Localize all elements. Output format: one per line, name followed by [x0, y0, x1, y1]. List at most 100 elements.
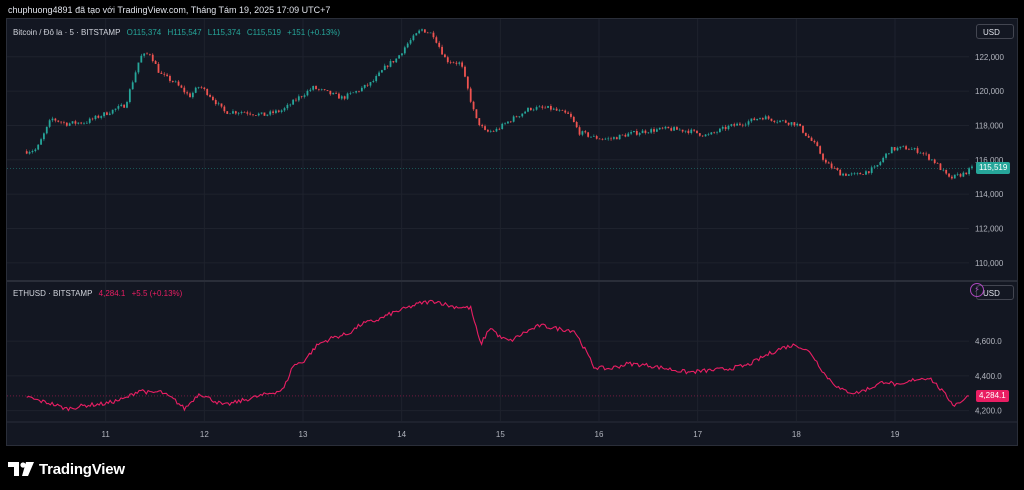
candle-body — [131, 82, 134, 90]
candle-body — [289, 104, 292, 106]
candle-body — [942, 169, 945, 171]
candle-body — [272, 111, 274, 113]
candle-body — [618, 134, 621, 140]
candle-body — [203, 87, 206, 90]
btc-change: +151 (+0.13%) — [287, 28, 341, 37]
candle-body — [226, 111, 229, 114]
candle-body — [464, 66, 466, 77]
candle-body — [114, 108, 117, 110]
candle-body — [189, 93, 191, 98]
eth-change: +5.5 (+0.13%) — [131, 289, 183, 298]
candle-body — [306, 90, 309, 96]
candle-body — [134, 72, 137, 83]
candle-body — [128, 89, 131, 103]
candle-body — [541, 106, 544, 108]
y-tick-label: 116,000 — [975, 156, 1004, 165]
candle-body — [507, 121, 509, 124]
candle-body — [968, 168, 970, 175]
candle-body — [372, 81, 375, 83]
btc-close: C115,519 — [246, 28, 281, 37]
lightning-icon[interactable]: ⚡ — [970, 283, 984, 297]
candle-body — [601, 138, 604, 140]
candle-body — [458, 62, 461, 64]
candle-body — [552, 108, 555, 110]
candle-body — [770, 118, 773, 121]
candle-body — [653, 129, 655, 132]
chart-caption: chuphuong4891 đã tạo với TradingView.com… — [8, 5, 331, 15]
candle-body — [529, 107, 532, 111]
candle-body — [535, 107, 538, 110]
candle-body — [819, 146, 822, 154]
candle-body — [63, 122, 65, 123]
candle-body — [504, 123, 506, 125]
candle-body — [363, 84, 366, 88]
candle-body — [564, 110, 567, 113]
candle-body — [335, 92, 337, 94]
candle-body — [283, 108, 286, 111]
candle-body — [403, 47, 406, 54]
candle-body — [524, 111, 527, 114]
candle-body — [673, 127, 675, 131]
btc-currency-button[interactable]: USD — [976, 24, 1014, 39]
y-tick-label: 120,000 — [975, 87, 1004, 96]
candle-body — [286, 104, 289, 109]
candle-body — [34, 149, 37, 152]
candle-body — [295, 99, 297, 101]
eth-series-line — [26, 299, 970, 412]
candle-body — [375, 76, 378, 82]
candle-body — [223, 106, 226, 112]
candle-body — [887, 153, 890, 154]
candle-body — [106, 112, 108, 115]
candle-body — [627, 133, 630, 137]
candle-body — [515, 116, 518, 118]
candle-body — [57, 120, 60, 122]
candle-body — [845, 173, 847, 176]
candle-body — [592, 136, 595, 137]
candle-body — [776, 121, 779, 123]
candle-body — [183, 87, 186, 93]
candle-body — [873, 166, 876, 168]
candle-body — [343, 96, 346, 99]
candle-body — [764, 116, 767, 120]
candle-body — [88, 118, 91, 123]
candle-body — [252, 114, 254, 116]
candle-body — [263, 112, 266, 116]
candle-body — [644, 130, 647, 133]
candle-body — [733, 124, 736, 126]
candle-body — [761, 118, 764, 120]
candle-body — [744, 124, 747, 126]
x-tick-label: 14 — [397, 430, 406, 439]
chart-canvas[interactable]: 110,000 112,000 114,000 116,000 118,000 120,0… — [7, 19, 1017, 445]
candle-body — [360, 87, 363, 92]
y-tick-label: 118,000 — [975, 121, 1004, 130]
candle-body — [246, 112, 249, 114]
candle-body — [48, 120, 51, 127]
candle-body — [561, 110, 564, 111]
candle-body — [303, 95, 306, 97]
candle-body — [572, 116, 575, 123]
candle-body — [930, 159, 933, 161]
chart-frame[interactable]: 110,000 112,000 114,000 116,000 118,000 120,0… — [6, 18, 1018, 446]
candle-body — [658, 127, 661, 130]
candle-body — [432, 32, 435, 38]
candle-body — [91, 118, 94, 120]
candle-body — [905, 146, 907, 150]
candle-body — [756, 118, 759, 121]
candle-body — [332, 92, 335, 95]
candle-body — [615, 137, 618, 140]
candle-body — [899, 146, 902, 148]
candle-body — [40, 139, 42, 145]
candle-body — [953, 174, 956, 179]
candle-body — [326, 90, 329, 91]
candle-body — [902, 146, 905, 147]
candle-body — [315, 86, 317, 90]
candle-body — [346, 93, 349, 99]
candle-body — [340, 96, 343, 99]
candle-body — [206, 89, 209, 95]
candle-body — [25, 151, 28, 154]
candle-body — [154, 61, 157, 64]
candle-body — [925, 153, 928, 155]
candle-body — [212, 96, 214, 101]
candle-body — [933, 159, 936, 164]
x-tick-label: 11 — [102, 430, 111, 439]
